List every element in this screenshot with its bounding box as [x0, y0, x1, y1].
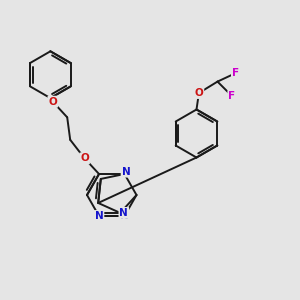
Text: N: N [120, 211, 129, 221]
Text: N: N [119, 208, 128, 218]
Text: F: F [228, 91, 236, 101]
Text: O: O [194, 88, 203, 98]
Text: O: O [48, 97, 57, 107]
Text: O: O [80, 153, 89, 164]
Text: N: N [122, 167, 130, 177]
Text: N: N [94, 211, 103, 221]
Text: F: F [232, 68, 239, 78]
